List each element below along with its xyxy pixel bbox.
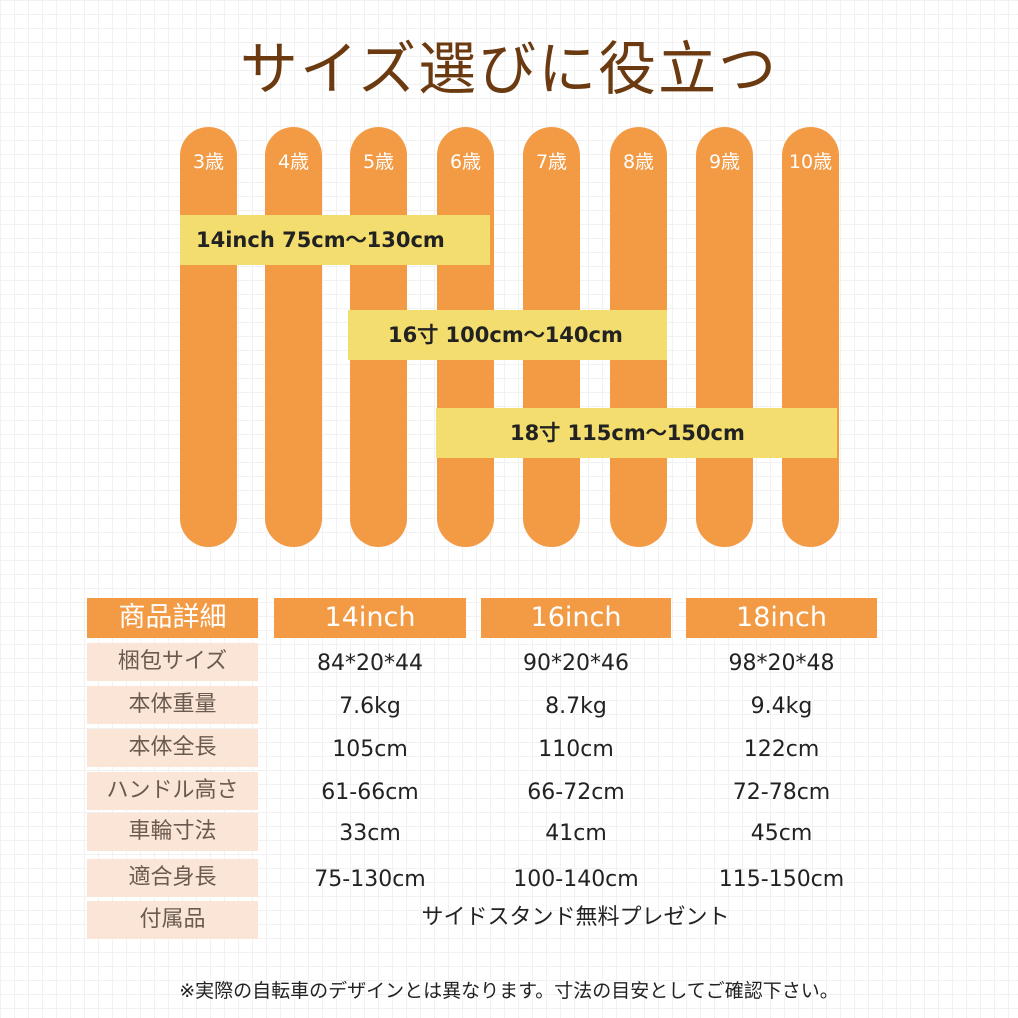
age-bar: 3歳	[180, 127, 237, 547]
age-label: 10歳	[788, 151, 833, 173]
row-value: 33cm	[339, 821, 401, 846]
row-value: 105cm	[332, 737, 408, 762]
age-bar: 9歳	[696, 127, 753, 547]
row-value: 9.4kg	[750, 694, 813, 719]
row-value: 41cm	[545, 821, 607, 846]
age-bar: 4歳	[265, 127, 322, 547]
table-header-column: 14inch	[274, 598, 466, 638]
row-label: 本体重量	[87, 686, 258, 724]
row-label: 付属品	[87, 901, 258, 939]
row-value: 7.6kg	[339, 694, 401, 719]
row-value: サイドスタンド無料プレゼント	[421, 905, 730, 930]
age-label: 7歳	[535, 151, 568, 173]
row-value: 45cm	[750, 821, 813, 846]
age-bar: 10歳	[782, 127, 839, 547]
row-value: 100-140cm	[513, 867, 639, 892]
page-title: サイズ選びに役立つ	[239, 35, 779, 103]
row-value: 122cm	[743, 737, 820, 762]
age-label: 9歳	[708, 151, 741, 173]
row-value: 72-78cm	[732, 780, 831, 805]
row-value: 66-72cm	[527, 780, 625, 805]
row-label: 梱包サイズ	[87, 643, 258, 681]
table-header-column: 16inch	[481, 598, 671, 638]
age-label: 5歳	[362, 151, 395, 173]
row-value: 84*20*44	[317, 651, 423, 676]
table-header-column: 18inch	[686, 598, 877, 638]
age-label: 8歳	[622, 151, 655, 173]
age-label: 4歳	[277, 151, 310, 173]
row-label: ハンドル高さ	[87, 772, 258, 810]
band-14inch: 14inch 75cm〜130cm	[180, 215, 490, 265]
age-label: 3歳	[192, 151, 225, 173]
row-value: 75-130cm	[314, 867, 426, 892]
band-18inch: 18寸 115cm〜150cm	[436, 408, 837, 458]
row-value: 61-66cm	[321, 780, 419, 805]
band-16inch: 16寸 100cm〜140cm	[348, 310, 667, 360]
row-value: 110cm	[538, 737, 614, 762]
row-value: 90*20*46	[523, 651, 629, 676]
row-value: 115-150cm	[718, 867, 845, 892]
row-value: 8.7kg	[545, 694, 607, 719]
row-value: 98*20*48	[728, 651, 835, 676]
table-header-label: 商品詳細	[87, 598, 258, 638]
age-label: 6歳	[449, 151, 482, 173]
footnote: ※実際の自転車のデザインとは異なります。寸法の目安としてご確認下さい。	[179, 980, 839, 1002]
row-label: 本体全長	[87, 729, 258, 767]
row-label: 適合身長	[87, 859, 258, 897]
row-label: 車輪寸法	[87, 813, 258, 851]
